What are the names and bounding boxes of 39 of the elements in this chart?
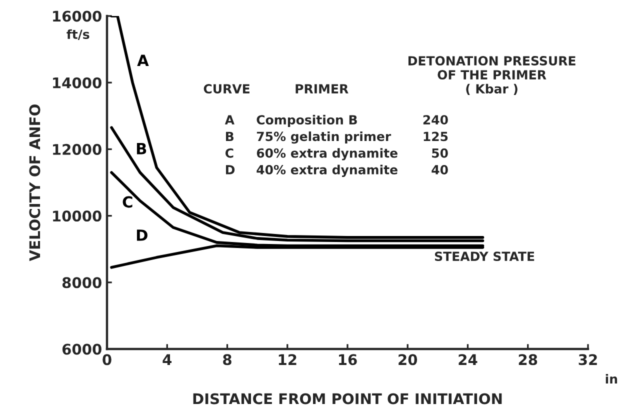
y-tick-label: 12000 bbox=[53, 144, 102, 155]
y-tick-label: 16000 bbox=[53, 10, 102, 22]
annotation: D bbox=[226, 165, 235, 174]
annotation: 75% gelatin primer bbox=[256, 131, 392, 144]
annotation: 125 bbox=[424, 132, 448, 142]
y-tick-label: 6000 bbox=[62, 344, 102, 355]
series-label: C bbox=[122, 196, 132, 208]
y-tick-label: 10000 bbox=[53, 210, 102, 222]
x-tick-label: 12 bbox=[278, 354, 296, 365]
annotation: 60% extra dynamite bbox=[256, 148, 398, 160]
x-axis-title: DISTANCE FROM POINT OF INITIATION bbox=[193, 393, 502, 404]
x-tick-label: 24 bbox=[458, 354, 478, 365]
series-label: A bbox=[137, 54, 149, 66]
annotation: 50 bbox=[432, 148, 448, 158]
annotation: CURVE bbox=[204, 84, 250, 94]
x-tick-label: 4 bbox=[162, 354, 172, 365]
annotation: Composition B bbox=[256, 114, 357, 127]
x-tick-label: 32 bbox=[578, 354, 597, 366]
y-tick-label: 8000 bbox=[62, 277, 102, 288]
x-tick-label: 28 bbox=[518, 354, 538, 366]
y-tick-label: 14000 bbox=[53, 77, 102, 88]
annotation: A bbox=[224, 115, 234, 124]
annotation: STEADY STATE bbox=[434, 252, 534, 262]
text: ft/s bbox=[66, 29, 90, 40]
annotation: 40% extra dynamite bbox=[256, 164, 398, 177]
x-tick-label: 8 bbox=[223, 354, 232, 366]
annotation: PRIMER bbox=[296, 84, 348, 94]
series-label: D bbox=[136, 230, 148, 241]
annotation: C bbox=[225, 148, 234, 158]
annotation: 40 bbox=[432, 165, 448, 174]
x-tick-label: 20 bbox=[398, 354, 418, 366]
annotation: 240 bbox=[423, 115, 448, 125]
x-tick-label: 0 bbox=[102, 354, 112, 366]
series-label: B bbox=[136, 143, 146, 154]
annotation: DETONATION PRESSURE OF THE PRIMER ( Kbar ) bbox=[408, 56, 576, 95]
annotation: B bbox=[226, 132, 234, 141]
text: in bbox=[606, 374, 618, 384]
x-tick-label: 16 bbox=[339, 354, 357, 366]
y-axis-title: VELOCITY OF ANFO bbox=[29, 104, 40, 262]
